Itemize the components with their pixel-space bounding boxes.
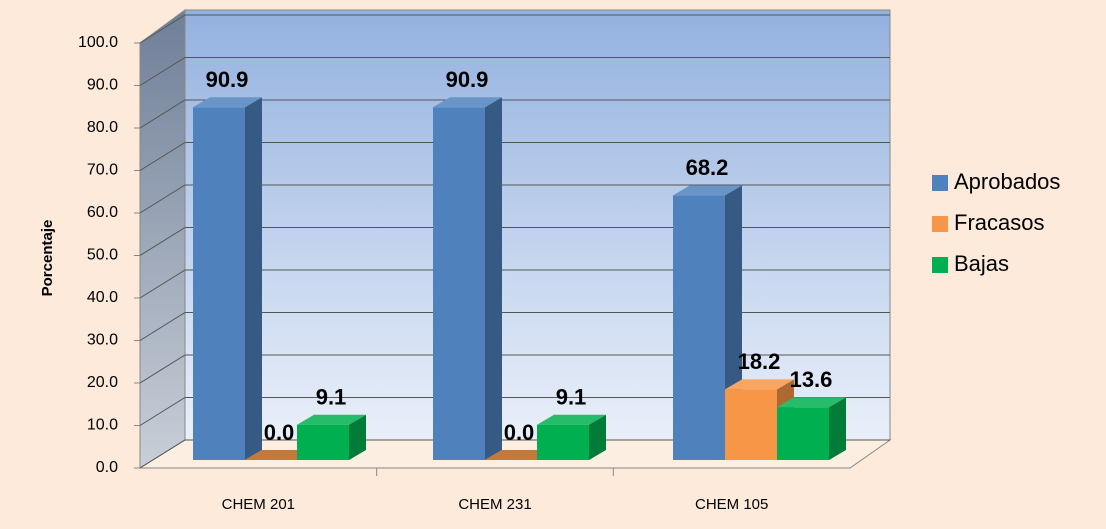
data-label: 90.9: [206, 67, 249, 92]
y-tick-label: 40.0: [87, 289, 118, 306]
legend-label: Aprobados: [954, 169, 1060, 194]
bars: [193, 97, 846, 461]
bar-front: [193, 107, 245, 461]
data-label: 90.9: [446, 67, 489, 92]
y-tick-label: 50.0: [87, 247, 118, 264]
grid-line: [139, 354, 890, 384]
bar-side: [829, 397, 846, 460]
legend-label: Fracasos: [954, 210, 1044, 235]
data-label: 9.1: [316, 385, 347, 410]
bar-side: [589, 414, 606, 460]
grid-line: [139, 269, 890, 299]
bar-top: [485, 450, 554, 460]
data-label: 0.0: [264, 420, 295, 445]
grid-line: [139, 227, 890, 256]
y-tick-label: 80.0: [87, 119, 118, 136]
y-tick-label: 60.0: [87, 204, 118, 221]
x-tick-label: CHEM 201: [222, 496, 295, 513]
bar-top: [673, 185, 742, 196]
grid-line: [139, 57, 890, 86]
bar: [433, 97, 502, 461]
bar-top: [725, 379, 794, 390]
bar: [193, 97, 262, 461]
y-tick-label: 30.0: [87, 332, 118, 349]
y-tick-label: 100.0: [78, 34, 118, 51]
legend-swatch: [932, 175, 948, 191]
data-label: 13.6: [790, 367, 833, 392]
y-tick-label: 70.0: [87, 162, 118, 179]
back-wall: [184, 9, 891, 441]
data-label: 68.2: [686, 155, 729, 180]
bar: [777, 397, 846, 460]
bar-top: [777, 397, 846, 408]
data-label: 0.0: [504, 420, 535, 445]
legend-label: Bajas: [954, 251, 1009, 276]
bar-side: [485, 97, 502, 461]
grid-line: [139, 142, 890, 171]
data-label: 9.1: [556, 385, 587, 410]
y-axis-label: Porcentaje: [39, 220, 56, 297]
bar-side: [349, 414, 366, 460]
y-tick-label: 90.0: [87, 77, 118, 94]
bar-front: [297, 424, 349, 460]
bar-front: [725, 389, 777, 460]
bar: [485, 450, 554, 460]
bar-front: [777, 407, 829, 460]
x-tick-label: CHEM 231: [458, 496, 531, 513]
grid-line: [139, 312, 890, 341]
bar-side: [245, 97, 262, 461]
bar-front: [673, 195, 725, 460]
legend-swatch: [932, 257, 948, 273]
bar: [245, 450, 314, 460]
bar: [673, 185, 742, 460]
grid-line: [139, 397, 890, 426]
bar-top: [297, 414, 366, 425]
grid-line: [139, 439, 890, 469]
bar: [297, 414, 366, 460]
legend-swatch: [932, 216, 948, 232]
y-tick-label: 20.0: [87, 374, 118, 391]
grid-line: [139, 184, 890, 214]
data-label: 18.2: [738, 349, 781, 374]
grid-line: [139, 99, 890, 129]
grid: [139, 14, 890, 469]
y-tick-label: 10.0: [87, 417, 118, 434]
bar-top: [245, 450, 314, 460]
bar-top: [193, 97, 262, 108]
y-tick-label: 0.0: [96, 459, 118, 476]
bar-top: [433, 97, 502, 108]
bar-front: [433, 107, 485, 461]
bar: [537, 414, 606, 460]
grid-line: [139, 14, 890, 44]
x-tick-label: CHEM 105: [695, 496, 768, 513]
side-wall: [139, 9, 186, 469]
bar-front: [537, 424, 589, 460]
bar-top: [537, 414, 606, 425]
